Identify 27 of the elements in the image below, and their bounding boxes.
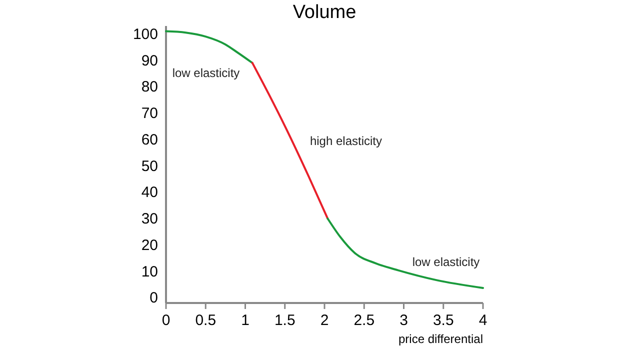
y-tick-label: 50 (141, 158, 158, 175)
x-axis-title: price differential (398, 332, 483, 346)
y-tick-label: 100 (132, 26, 158, 43)
y-tick-label: 30 (141, 210, 158, 228)
annotation: high elasticity (310, 134, 382, 148)
x-tick-label: 4 (478, 312, 488, 329)
y-tick-label: 20 (141, 236, 158, 254)
x-tick-label: 2 (320, 312, 329, 329)
x-tick-label: 3 (400, 312, 408, 329)
line-series (326, 218, 484, 289)
line-series (165, 30, 254, 64)
x-tick-label: 3.5 (432, 312, 454, 329)
chart-title: Volume (292, 2, 356, 23)
x-tick-label: 1 (241, 312, 250, 329)
y-tick-label: 70 (141, 105, 158, 122)
x-tick-label: 1.5 (274, 312, 296, 329)
x-tick-label: 0.5 (195, 312, 216, 329)
x-tick-label: 2.5 (354, 312, 375, 329)
y-tick-label: 40 (141, 184, 158, 202)
y-tick-label: 80 (141, 78, 158, 96)
annotation: low elasticity (412, 255, 480, 269)
annotation: low elasticity (172, 66, 240, 80)
y-tick-label: 10 (141, 263, 158, 280)
y-tick-label: 90 (141, 52, 158, 70)
y-tick-label: 0 (150, 290, 158, 307)
x-tick-label: 0 (162, 312, 170, 329)
y-tick-label: 60 (141, 131, 158, 148)
